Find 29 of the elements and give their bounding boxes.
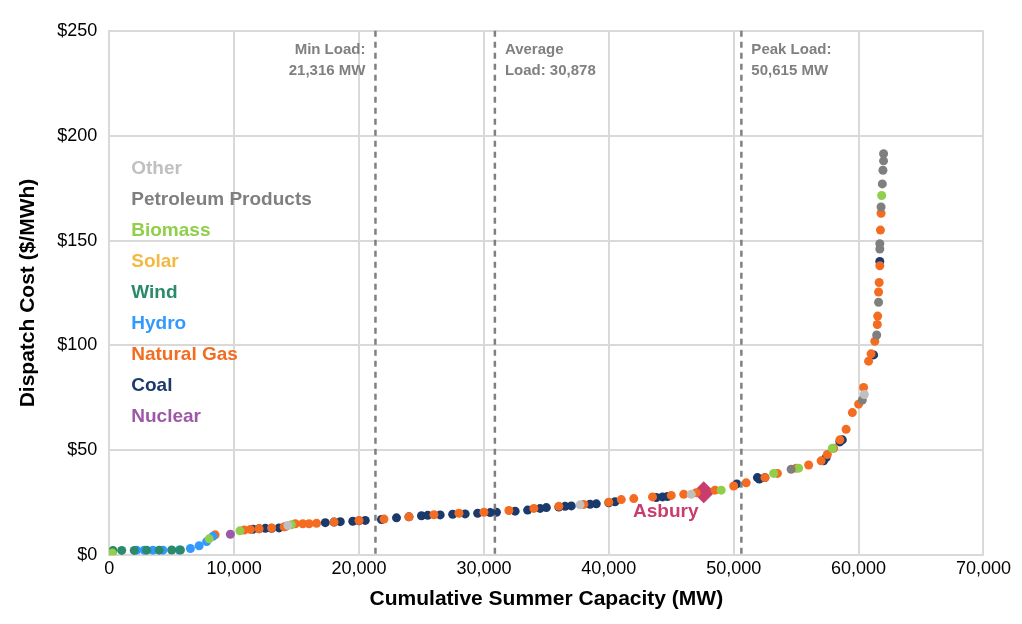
- y-tick-label: $250: [57, 19, 98, 40]
- y-axis-title: Dispatch Cost ($/MWh): [15, 178, 39, 408]
- x-tick-label: 70,000: [955, 557, 1011, 578]
- text: Other: [131, 157, 183, 179]
- ref-line-label: Min Load: 21,316 MW: [288, 40, 367, 79]
- text: Nuclear: [131, 405, 202, 427]
- y-tick-label: $50: [67, 439, 98, 460]
- text: Solar: [131, 250, 180, 272]
- text: Coal: [131, 374, 173, 396]
- ref-line-label: Average Load: 30,878: [504, 40, 596, 79]
- text: Natural Gas: [131, 343, 238, 365]
- text: Hydro: [131, 312, 187, 334]
- y-tick-label: $150: [57, 229, 98, 250]
- series-label: Asbury: [632, 500, 699, 522]
- x-axis-title: Cumulative Summer Capacity (MW): [369, 586, 724, 610]
- x-tick-label: 20,000: [331, 557, 387, 578]
- x-tick-label: 40,000: [581, 557, 637, 578]
- y-tick-label: $200: [57, 124, 98, 145]
- x-tick-label: 30,000: [456, 557, 512, 578]
- text: Wind: [131, 281, 178, 303]
- text: Petroleum Products: [131, 188, 312, 210]
- ref-line-label: Peak Load: 50,615 MW: [751, 40, 832, 79]
- x-tick-label: 60,000: [831, 557, 887, 578]
- y-tick-label: $100: [57, 334, 98, 355]
- x-tick-label: 50,000: [706, 557, 762, 578]
- x-tick-label: 0: [104, 557, 115, 578]
- y-tick-label: $0: [77, 544, 98, 565]
- text: Biomass: [131, 219, 211, 241]
- x-tick-label: 10,000: [206, 557, 262, 578]
